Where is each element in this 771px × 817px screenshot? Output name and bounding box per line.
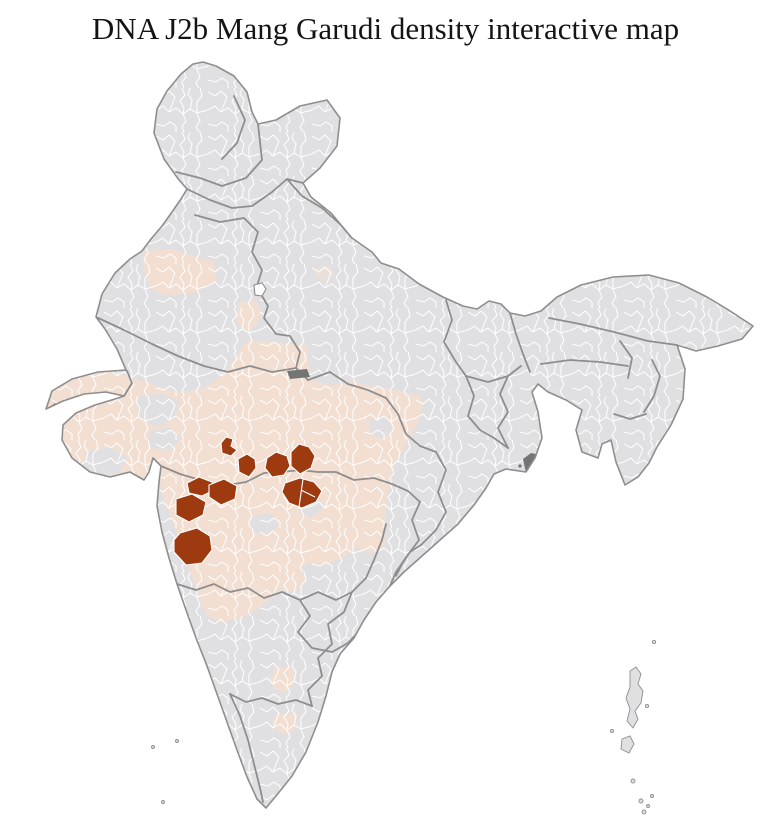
district-high-density[interactable] [208, 478, 238, 506]
sundarbans-marsh [523, 453, 551, 479]
reservoir [287, 369, 310, 379]
district-high-density[interactable] [290, 443, 316, 475]
district-high-density[interactable] [264, 451, 291, 478]
district-high-density[interactable] [237, 453, 257, 478]
district-separation-line [300, 489, 316, 498]
district-high-density[interactable] [281, 477, 323, 509]
district-high-density[interactable] [175, 493, 207, 523]
coastal-creek [155, 589, 161, 609]
andaman-nicobar-islands[interactable] [609, 639, 657, 815]
state-borders [95, 95, 678, 803]
sundarbans-marsh [545, 450, 549, 454]
lakshadweep-islands[interactable] [151, 739, 179, 804]
district-boundaries-mesh [46, 62, 753, 808]
high-density-districts[interactable] [154, 436, 323, 566]
page-title: DNA J2b Mang Garudi density interactive … [91, 11, 680, 46]
sundarbans-marsh [518, 464, 522, 468]
district-separation-line [298, 478, 304, 508]
delhi-district[interactable] [253, 282, 267, 297]
coastal-creek [151, 557, 157, 581]
district-high-density[interactable] [173, 527, 213, 566]
district-high-density[interactable] [220, 436, 238, 457]
